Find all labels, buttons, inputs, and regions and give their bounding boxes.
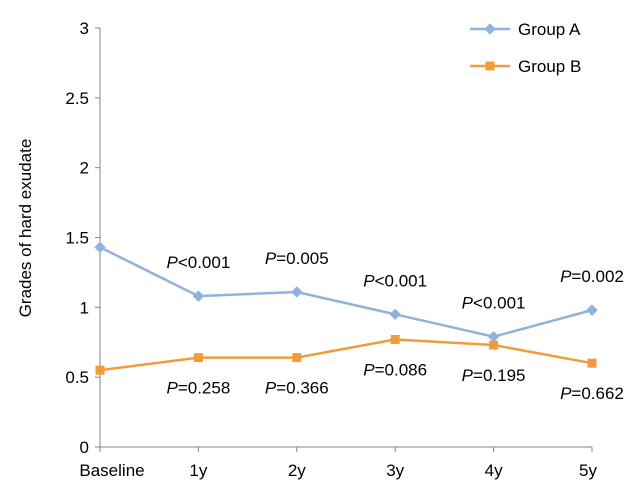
p-value-label: P=0.366 <box>265 379 329 398</box>
legend-item: Group B <box>470 57 581 76</box>
p-symbol: P <box>166 379 178 398</box>
data-point <box>193 353 203 363</box>
p-symbol: P <box>560 384 572 403</box>
data-point <box>489 340 499 350</box>
p-value-label: P<0.001 <box>462 294 526 313</box>
p-value: =0.086 <box>375 360 427 379</box>
p-value-label: P=0.005 <box>265 249 329 268</box>
p-value: <0.001 <box>375 271 427 290</box>
series-line <box>99 246 593 338</box>
p-value-label: P=0.195 <box>462 366 526 385</box>
p-value: <0.001 <box>178 253 230 272</box>
data-point <box>95 365 105 375</box>
p-value-label: P=0.002 <box>560 267 624 286</box>
x-tick-label: 3y <box>386 461 404 480</box>
y-tick-label: 0.5 <box>65 368 89 387</box>
axes: 0 0.5 1 1.5 2 2.5 3 Baseline 1y 2y 3y 4y 5y <box>65 19 597 480</box>
p-value-annotations: P<0.001 P=0.005P<0.001P<0.001P=0.002P=0.2… <box>166 249 623 403</box>
p-value-label: P<0.001 <box>363 271 427 290</box>
p-symbol: P <box>265 249 277 268</box>
x-tick-label: 5y <box>579 461 597 480</box>
data-point <box>587 358 597 368</box>
p-symbol: P <box>166 253 178 272</box>
p-value: <0.001 <box>473 294 525 313</box>
data-point <box>291 286 303 298</box>
series-group-a <box>94 241 598 343</box>
legend-marker <box>485 61 495 71</box>
p-value: =0.258 <box>178 379 230 398</box>
y-tick-label: 2.5 <box>65 89 89 108</box>
p-value: =0.002 <box>571 267 623 286</box>
x-tick-label: 1y <box>189 461 207 480</box>
legend-marker <box>484 23 496 35</box>
y-tick-label: 0 <box>80 438 89 457</box>
legend: Group A Group B <box>470 20 581 76</box>
p-symbol: P <box>462 294 474 313</box>
data-point <box>389 308 401 321</box>
p-value: =0.005 <box>276 249 328 268</box>
p-value: =0.366 <box>276 379 328 398</box>
p-symbol: P <box>462 366 474 385</box>
legend-item: Group A <box>470 20 581 39</box>
legend-label: Group A <box>518 20 581 39</box>
p-symbol: P <box>363 360 375 379</box>
p-value-label: P=0.086 <box>363 360 427 379</box>
y-tick-label: 1 <box>80 298 89 317</box>
data-point <box>390 334 400 344</box>
x-tick-label: Baseline <box>79 461 144 480</box>
y-tick-label: 2 <box>80 159 89 178</box>
x-tick-label: 2y <box>288 461 306 480</box>
data-point <box>586 304 598 316</box>
x-tick-label: 4y <box>485 461 503 480</box>
data-point <box>292 353 302 363</box>
data-point <box>487 330 500 343</box>
p-value-label: P=0.662 <box>560 384 624 403</box>
y-tick-label: 3 <box>80 19 89 38</box>
data-point <box>94 241 106 253</box>
legend-label: Group B <box>518 57 581 76</box>
p-value: =0.195 <box>473 366 525 385</box>
p-value-label: P<0.001 <box>166 253 230 272</box>
series-group-b <box>95 334 597 375</box>
y-axis-title: Grades of hard exudate <box>16 139 35 318</box>
p-symbol: P <box>363 271 375 290</box>
series-layer <box>94 241 598 375</box>
data-point <box>192 290 205 302</box>
p-value: =0.662 <box>571 384 623 403</box>
p-symbol: P <box>265 379 277 398</box>
p-value-label: P=0.258 <box>166 379 230 398</box>
series-line <box>99 338 593 372</box>
y-tick-label: 1.5 <box>65 229 89 248</box>
p-symbol: P <box>560 267 572 286</box>
